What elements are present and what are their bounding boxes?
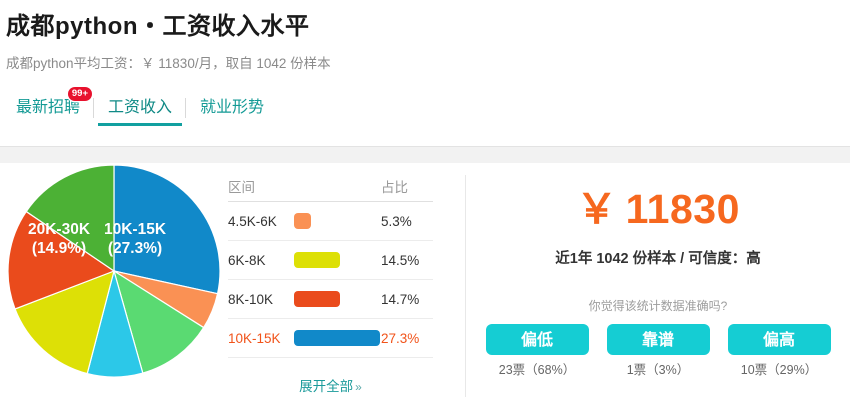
row-bar-cell	[294, 330, 381, 346]
expand-all-label: 展开全部	[299, 379, 354, 394]
row-range-label: 6K-8K	[228, 252, 266, 268]
row-bar-cell	[294, 252, 381, 268]
vote-button-high[interactable]: 偏高	[727, 324, 831, 355]
poll-options: 偏低 23票（68%） 靠谱 1票（3%） 偏高 10票（29%）	[466, 324, 850, 378]
chevron-right-icon: »	[355, 380, 362, 394]
poll-option-accurate: 靠谱 1票（3%）	[606, 324, 710, 378]
column-header-range: 区间	[228, 180, 255, 195]
vote-count-high: 10票（29%）	[740, 363, 818, 377]
tab-salary-income[interactable]: 工资收入	[94, 97, 187, 126]
stats-card: 20K-30K (14.9%) 10K-15K (27.3%) 区间 占比 4.…	[0, 146, 850, 410]
page-title: 成都python・工资收入水平	[6, 13, 310, 40]
pie-svg	[8, 165, 220, 377]
panel-divider	[465, 175, 466, 397]
card-top-band	[0, 147, 850, 163]
pie-slice-2[interactable]	[112, 269, 205, 374]
row-range-label: 4.5K-6K	[228, 213, 277, 229]
table-row[interactable]: 10K-15K 27.3%	[228, 319, 433, 358]
table-header-row: 区间 占比	[228, 171, 433, 202]
tab-bar: 最新招聘 99+ 工资收入 就业形势	[2, 87, 850, 126]
row-range-label: 10K-15K	[228, 330, 281, 346]
notification-badge: 99+	[67, 87, 93, 101]
vote-count-accurate: 1票（3%）	[626, 363, 690, 377]
poll-option-high: 偏高 10票（29%）	[727, 324, 831, 378]
pie-slice-5[interactable]	[8, 210, 116, 310]
pie-label-10k-15k: 10K-15K (27.3%)	[104, 221, 167, 257]
pie-slice-0[interactable]	[113, 165, 220, 295]
row-bar-cell	[294, 291, 381, 307]
card-body: 20K-30K (14.9%) 10K-15K (27.3%) 区间 占比 4.…	[0, 163, 850, 411]
pie-slice-4[interactable]	[14, 270, 115, 375]
row-bar	[294, 291, 341, 307]
salary-pie-chart: 20K-30K (14.9%) 10K-15K (27.3%)	[8, 165, 220, 377]
active-tab-underline	[98, 123, 183, 126]
page-header: 成都python・工资收入水平 成都python平均工资：￥ 11830/月，取…	[0, 0, 850, 74]
table-row[interactable]: 4.5K-6K 5.3%	[228, 202, 433, 241]
row-bar-cell	[294, 213, 381, 229]
row-bar	[294, 330, 380, 346]
tab-salary-income-label: 工资收入	[108, 99, 173, 116]
row-percent-label: 27.3%	[381, 330, 420, 346]
row-percent-label: 5.3%	[381, 213, 412, 229]
tab-employment-trend-label: 就业形势	[200, 99, 265, 116]
vote-button-low[interactable]: 偏低	[485, 324, 589, 355]
vote-count-low: 23票（68%）	[498, 363, 576, 377]
poll-option-low: 偏低 23票（68%）	[485, 324, 589, 378]
row-percent-label: 14.5%	[381, 252, 420, 268]
tab-latest-jobs-label: 最新招聘	[16, 99, 81, 116]
row-range-label: 8K-10K	[228, 291, 274, 307]
pie-slice-6[interactable]	[25, 165, 115, 273]
sample-meta: 近1年 1042 份样本 / 可信度：高	[555, 251, 761, 267]
salary-distribution-table: 区间 占比 4.5K-6K 5.3% 6K-8K 14.5% 8K-10K 14.7% 10…	[228, 171, 433, 395]
salary-amount: 11830	[625, 186, 740, 232]
row-percent-label: 14.7%	[381, 291, 420, 307]
poll-question: 你觉得该统计数据准确吗?	[588, 299, 728, 313]
page-subtitle: 成都python平均工资：￥ 11830/月，取自 1042 份样本	[6, 56, 331, 71]
tab-latest-jobs[interactable]: 最新招聘 99+	[2, 87, 95, 126]
vote-button-accurate[interactable]: 靠谱	[606, 324, 710, 355]
row-bar	[294, 213, 311, 229]
tab-employment-trend[interactable]: 就业形势	[186, 97, 278, 126]
column-header-ratio: 占比	[381, 180, 408, 195]
table-row[interactable]: 6K-8K 14.5%	[228, 241, 433, 280]
table-row[interactable]: 8K-10K 14.7%	[228, 280, 433, 319]
expand-all-link[interactable]: 展开全部»	[228, 375, 433, 395]
summary-panel: ￥ 11830 近1年 1042 份样本 / 可信度：高 你觉得该统计数据准确吗?…	[466, 163, 850, 411]
row-bar	[294, 252, 340, 268]
currency-symbol: ￥	[576, 186, 618, 232]
average-salary: ￥ 11830	[466, 185, 850, 233]
pie-label-20k-30k: 20K-30K (14.9%)	[28, 221, 91, 257]
